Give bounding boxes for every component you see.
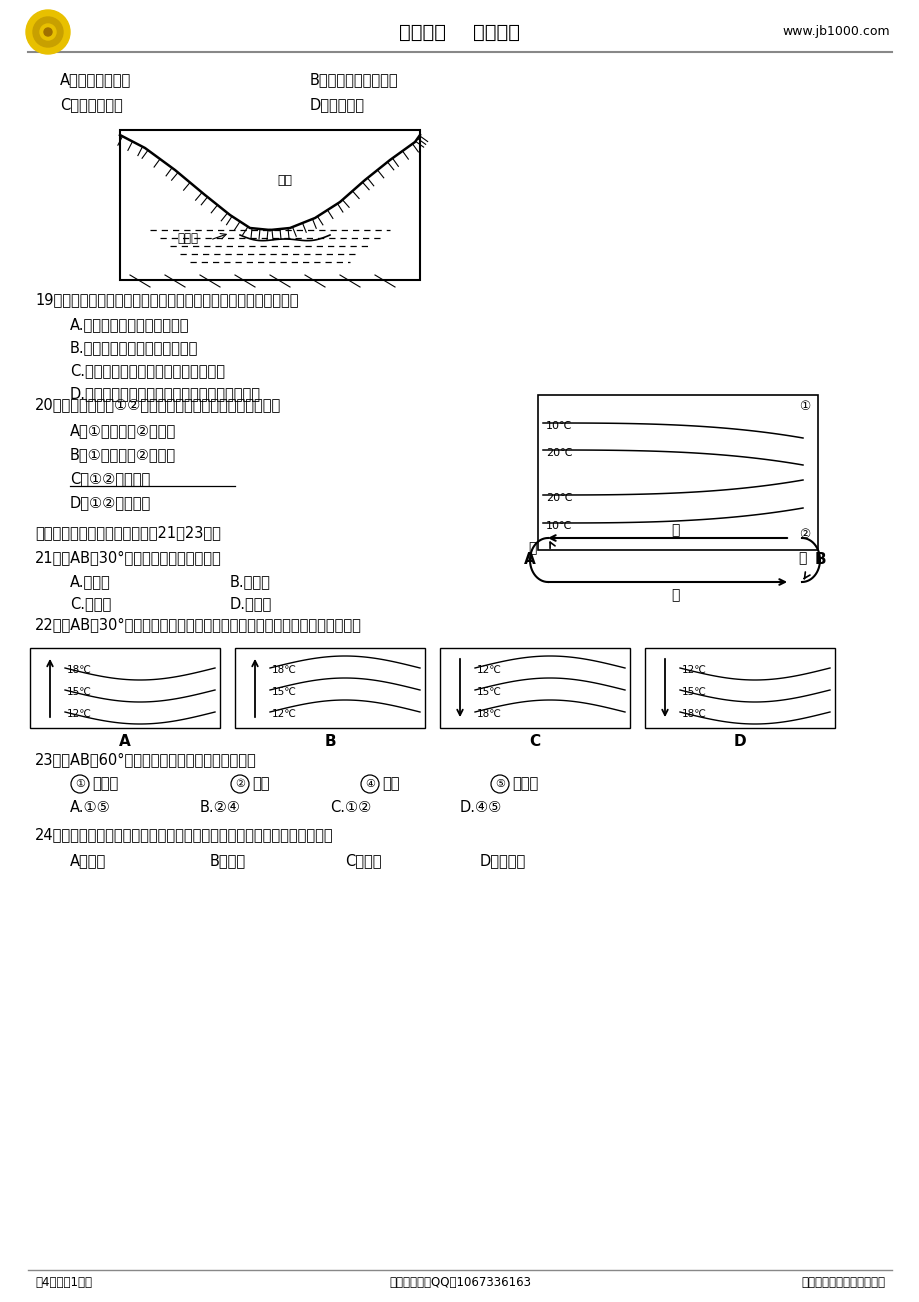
- Text: ②: ②: [798, 529, 809, 542]
- Text: C.①②: C.①②: [330, 801, 371, 815]
- Text: B．温带海洋性气候区: B．温带海洋性气候区: [310, 73, 398, 87]
- Text: 第4页（共1页）: 第4页（共1页）: [35, 1276, 92, 1289]
- Text: 12℃: 12℃: [67, 710, 92, 719]
- Text: D．高寒地带: D．高寒地带: [310, 98, 365, 112]
- Circle shape: [231, 775, 249, 793]
- Text: A.此季节该地区河水补给潜水: A.此季节该地区河水补给潜水: [70, 318, 189, 332]
- Text: D．①②都是暖流: D．①②都是暖流: [70, 496, 151, 510]
- Text: 乙: 乙: [670, 589, 678, 602]
- Text: 19．从右图中河水与地下水的潜水水位判断，下列叙述正确的是：: 19．从右图中河水与地下水的潜水水位判断，下列叙述正确的是：: [35, 293, 298, 307]
- Text: ①: ①: [798, 401, 809, 414]
- Text: 18℃: 18℃: [476, 710, 502, 719]
- Text: C: C: [528, 734, 540, 750]
- Text: B: B: [813, 552, 825, 568]
- Bar: [119, 130, 420, 280]
- Text: 地理投稿咋询QQ：1067336163: 地理投稿咋询QQ：1067336163: [389, 1276, 530, 1289]
- Text: B．①是寒流，②是暖流: B．①是寒流，②是暖流: [70, 448, 176, 462]
- Text: 12℃: 12℃: [681, 665, 706, 674]
- Text: 暖流: 暖流: [252, 776, 269, 792]
- Text: A．①是暖流，②是寒流: A．①是暖流，②是寒流: [70, 423, 176, 439]
- Text: 潜水面: 潜水面: [177, 232, 199, 245]
- Text: 15℃: 15℃: [67, 687, 92, 697]
- Text: C．温带季风区: C．温带季风区: [60, 98, 122, 112]
- Text: 20．读右图，假定①②等温线弯曲是由洋流影响所致，则：: 20．读右图，假定①②等温线弯曲是由洋流影响所致，则：: [35, 397, 281, 413]
- Text: 甲: 甲: [528, 542, 536, 555]
- Text: A.北半球: A.北半球: [70, 574, 110, 590]
- Text: 10℃: 10℃: [545, 421, 572, 431]
- Text: D: D: [732, 734, 745, 750]
- Circle shape: [491, 775, 508, 793]
- Text: 寒流: 寒流: [381, 776, 399, 792]
- Text: ②: ②: [234, 779, 244, 789]
- Text: 山东世纪金榜书业有限公司: 山东世纪金榜书业有限公司: [800, 1276, 884, 1289]
- Text: D.此季节该地区潜水对河流起到削减洪峰的作用: D.此季节该地区潜水对河流起到削减洪峰的作用: [70, 387, 261, 401]
- Bar: [234, 648, 425, 728]
- Text: 河流: 河流: [278, 173, 292, 186]
- Text: 23．若AB是60°纬线，则这个海域中的乙洋流是：: 23．若AB是60°纬线，则这个海域中的乙洋流是：: [35, 753, 256, 767]
- Text: A: A: [119, 734, 130, 750]
- Text: C.此季节该地区河流可以得到潜水补给: C.此季节该地区河流可以得到潜水补给: [70, 363, 225, 379]
- Text: B.南半球: B.南半球: [230, 574, 270, 590]
- Text: ④: ④: [365, 779, 375, 789]
- Text: C．①②都是寒流: C．①②都是寒流: [70, 471, 150, 487]
- Text: 12℃: 12℃: [272, 710, 297, 719]
- Text: 20℃: 20℃: [545, 493, 572, 503]
- Bar: [538, 395, 817, 549]
- Text: B.②④: B.②④: [199, 801, 241, 815]
- Text: B: B: [323, 734, 335, 750]
- Circle shape: [40, 23, 56, 40]
- Text: 10℃: 10℃: [545, 521, 572, 531]
- Circle shape: [26, 10, 70, 53]
- Text: 世纪金榜    圆您梦想: 世纪金榜 圆您梦想: [399, 22, 520, 42]
- Text: D.西半球: D.西半球: [230, 596, 272, 612]
- Text: A．上海: A．上海: [70, 854, 106, 868]
- Text: A.①⑤: A.①⑤: [70, 801, 110, 815]
- Text: A．亚热带季风区: A．亚热带季风区: [60, 73, 131, 87]
- Text: 丁: 丁: [670, 523, 678, 536]
- Text: 读某大洋环流局部示意图，回筁21～23题。: 读某大洋环流局部示意图，回筁21～23题。: [35, 526, 221, 540]
- Circle shape: [71, 775, 89, 793]
- Text: 15℃: 15℃: [476, 687, 502, 697]
- Text: 丙: 丙: [797, 551, 805, 565]
- Text: C.东半球: C.东半球: [70, 596, 111, 612]
- Text: 24．当北印度洋海区洋流呈顺时针方向流动时，下列城市处少雨季节的是：: 24．当北印度洋海区洋流呈顺时针方向流动时，下列城市处少雨季节的是：: [35, 828, 334, 842]
- Text: B．伦敦: B．伦敦: [210, 854, 246, 868]
- Text: 18℃: 18℃: [681, 710, 706, 719]
- Text: D.④⑤: D.④⑤: [460, 801, 502, 815]
- Bar: [30, 648, 220, 728]
- Text: B.此季节该地区河流处在丰水期: B.此季节该地区河流处在丰水期: [70, 341, 199, 355]
- Text: ①: ①: [75, 779, 85, 789]
- Text: 补偿流: 补偿流: [512, 776, 538, 792]
- Text: 15℃: 15℃: [681, 687, 706, 697]
- Text: 21．若AB是30°纬线，则这个海域位于：: 21．若AB是30°纬线，则这个海域位于：: [35, 551, 221, 565]
- Text: A: A: [524, 552, 535, 568]
- Text: 15℃: 15℃: [272, 687, 297, 697]
- Text: C．罗马: C．罗马: [345, 854, 381, 868]
- Text: D．开普敦: D．开普敦: [480, 854, 526, 868]
- Text: 20℃: 20℃: [545, 448, 572, 458]
- Text: 12℃: 12℃: [476, 665, 502, 674]
- Circle shape: [360, 775, 379, 793]
- Text: 18℃: 18℃: [272, 665, 297, 674]
- Text: www.jb1000.com: www.jb1000.com: [781, 26, 889, 39]
- Text: ⑤: ⑤: [494, 779, 505, 789]
- Text: 22．若AB是30°纬线，则洋流经丙处的洋流流向与下列四幅图所示一致的是：: 22．若AB是30°纬线，则洋流经丙处的洋流流向与下列四幅图所示一致的是：: [35, 617, 361, 633]
- Text: 18℃: 18℃: [67, 665, 92, 674]
- Bar: [439, 648, 630, 728]
- Circle shape: [44, 29, 52, 36]
- Bar: [644, 648, 834, 728]
- Circle shape: [33, 17, 62, 47]
- Text: 风海流: 风海流: [92, 776, 119, 792]
